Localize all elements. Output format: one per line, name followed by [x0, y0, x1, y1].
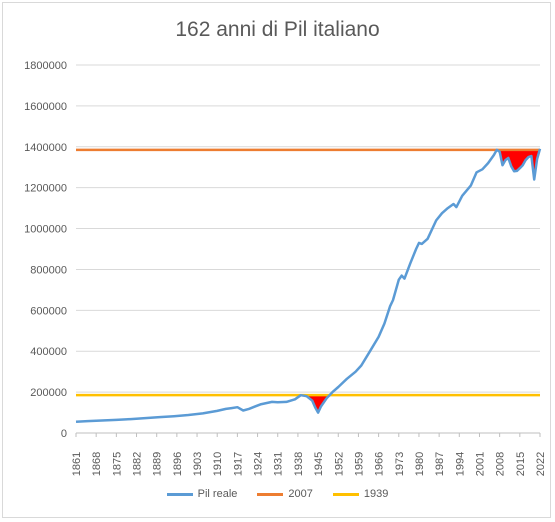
x-tick-label: 1987 [434, 452, 446, 476]
y-tick-label: 600000 [30, 305, 67, 317]
x-tick-label: 1875 [111, 452, 123, 476]
x-tick-label: 2008 [495, 452, 507, 476]
y-tick-label: 1800000 [24, 60, 67, 72]
y-tick-label: 1000000 [24, 224, 67, 236]
x-tick-label: 1910 [212, 452, 224, 476]
x-tick-label: 1861 [71, 452, 83, 476]
y-tick-label: 1400000 [24, 142, 67, 154]
legend-item: 1939 [332, 488, 389, 500]
y-tick-label: 0 [61, 428, 67, 440]
y-tick-label: 200000 [30, 387, 67, 399]
x-tick-label: 2001 [474, 452, 486, 476]
x-tick-label: 1973 [394, 452, 406, 476]
legend-label: 1939 [363, 488, 389, 500]
y-tick-label: 1600000 [24, 101, 67, 113]
series-line-pil-reale [75, 148, 542, 424]
legend-swatch [257, 492, 284, 496]
x-tick-label: 1903 [192, 452, 204, 476]
chart-title: 162 anni di Pil italiano [175, 18, 380, 41]
x-tick-label: 1959 [353, 452, 365, 476]
chart-frame [2, 2, 551, 518]
x-tick-label: 1931 [273, 452, 285, 476]
x-tick-label: 1945 [313, 452, 325, 476]
x-tick-label: 2015 [515, 452, 527, 476]
x-tick-label: 1966 [374, 452, 386, 476]
x-tick-label: 1994 [454, 452, 466, 476]
x-tick-label: 1938 [293, 452, 305, 476]
y-tick-label: 400000 [30, 346, 67, 358]
x-tick-label: 1896 [172, 452, 184, 476]
x-tick-label: 1868 [91, 452, 103, 476]
x-tick-label: 1917 [232, 452, 244, 476]
x-tick-label: 1924 [253, 452, 265, 476]
x-tick-label: 1952 [333, 452, 345, 476]
legend-item: Pil reale [166, 488, 238, 500]
legend-label: 2007 [288, 488, 313, 500]
legend-swatch [332, 492, 359, 496]
legend-swatch [166, 492, 193, 496]
x-tick-label: 2022 [535, 452, 547, 476]
y-tick-label: 800000 [30, 264, 67, 276]
legend-item: 2007 [257, 488, 313, 500]
legend-label: Pil reale [197, 488, 238, 500]
x-tick-label: 1980 [414, 452, 426, 476]
y-tick-label: 1200000 [24, 183, 67, 195]
x-tick-label: 1889 [152, 452, 164, 476]
chart-legend: Pil reale 2007 1939 [0, 488, 555, 500]
x-tick-label: 1882 [132, 452, 144, 476]
